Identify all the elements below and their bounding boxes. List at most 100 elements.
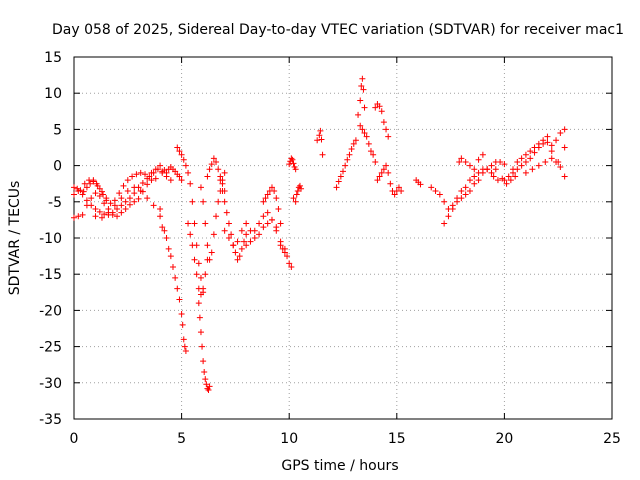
series-dense-low-b: [71, 175, 159, 221]
data-point: [529, 166, 536, 173]
data-point: [87, 180, 94, 187]
data-point: [172, 274, 179, 281]
series-s16: [413, 177, 424, 188]
series-s13-peak: [355, 75, 368, 118]
data-point: [133, 171, 140, 178]
data-point: [225, 220, 232, 227]
data-point: [522, 169, 529, 176]
series-dense-low-f: [159, 164, 185, 184]
data-point: [228, 231, 235, 238]
data-point: [243, 242, 250, 249]
data-point: [197, 329, 204, 336]
data-point: [152, 175, 159, 182]
x-tick-label: 5: [177, 431, 186, 447]
series-s7-mid: [221, 216, 280, 249]
data-point: [548, 142, 555, 149]
data-point: [350, 140, 357, 147]
series-s9-up: [260, 184, 284, 227]
data-point: [548, 148, 555, 155]
data-point: [223, 209, 230, 216]
data-point: [458, 187, 465, 194]
data-point: [118, 209, 125, 216]
data-point: [454, 195, 461, 202]
data-point: [157, 162, 164, 169]
y-axis-label: SDTVAR / TECUs: [7, 181, 23, 296]
data-point: [361, 104, 368, 111]
data-point: [83, 197, 90, 204]
data-point: [197, 274, 204, 281]
data-point: [294, 187, 301, 194]
data-point: [144, 195, 151, 202]
data-point: [273, 227, 280, 234]
data-point: [376, 103, 383, 110]
data-point: [475, 177, 482, 184]
data-point: [185, 220, 192, 227]
data-point: [210, 231, 217, 238]
data-point: [215, 166, 222, 173]
series-s10: [286, 155, 299, 173]
data-point: [148, 177, 155, 184]
data-point: [167, 177, 174, 184]
data-point: [544, 133, 551, 140]
data-point: [129, 173, 136, 180]
data-point: [561, 144, 568, 151]
data-point: [288, 263, 295, 270]
data-point: [316, 132, 323, 139]
data-point: [80, 188, 87, 195]
data-point: [260, 224, 267, 231]
data-point: [213, 213, 220, 220]
x-axis: 0 5 10 15 20 25: [70, 57, 621, 447]
data-point: [514, 158, 521, 165]
data-point: [137, 187, 144, 194]
data-point: [174, 285, 181, 292]
data-point: [181, 343, 188, 350]
data-point: [378, 108, 385, 115]
data-point: [264, 191, 271, 198]
data-point: [205, 387, 212, 394]
data-point: [289, 156, 296, 163]
data-point: [340, 168, 346, 175]
series-dense-low-d: [92, 184, 164, 221]
data-point: [479, 151, 486, 158]
x-tick-label: 20: [495, 431, 513, 447]
data-point: [142, 171, 149, 178]
data-point: [93, 180, 100, 187]
data-point: [96, 193, 103, 200]
data-point: [150, 202, 157, 209]
data-point: [144, 181, 151, 188]
data-point: [71, 191, 77, 198]
data-point: [71, 184, 77, 191]
x-tick-label: 25: [603, 431, 621, 447]
y-tick-label: -35: [39, 412, 62, 428]
data-point: [88, 195, 95, 202]
data-point: [204, 173, 211, 180]
data-point: [531, 149, 538, 156]
data-point: [191, 220, 198, 227]
data-point: [542, 158, 549, 165]
data-point: [157, 206, 164, 213]
data-point: [201, 368, 208, 375]
y-tick-label: 5: [53, 122, 62, 138]
data-point: [503, 180, 510, 187]
series-s13-cluster: [357, 122, 379, 165]
data-point: [189, 198, 196, 205]
data-point: [260, 213, 267, 220]
data-point: [90, 177, 97, 184]
data-point: [360, 86, 367, 93]
data-point: [281, 249, 288, 256]
data-point: [193, 271, 200, 278]
data-point: [387, 180, 394, 187]
data-point: [74, 185, 81, 192]
data-point: [200, 285, 207, 292]
data-point: [206, 256, 213, 263]
data-point: [79, 211, 86, 218]
data-point: [96, 208, 103, 215]
data-point: [288, 155, 295, 162]
data-point: [124, 187, 131, 194]
data-point: [535, 140, 542, 147]
data-point: [251, 227, 258, 234]
data-point: [182, 162, 189, 169]
data-point: [505, 173, 512, 180]
data-point: [507, 177, 514, 184]
data-point: [319, 151, 326, 158]
